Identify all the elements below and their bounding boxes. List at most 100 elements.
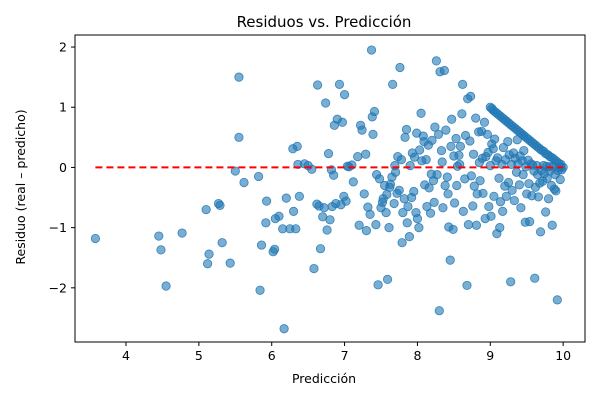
data-point [270,244,280,254]
data-point [488,144,498,154]
data-point [409,186,419,197]
data-point [382,274,393,284]
data-point [225,258,235,268]
x-axis-label: Predicción [292,371,356,386]
y-tick-label: 2 [59,40,67,55]
x-tick-label: 9 [486,348,494,363]
data-point [239,177,249,188]
data-point [494,173,504,183]
data-point [161,281,171,291]
data-point [455,141,466,151]
data-point [465,136,475,146]
data-point [204,249,214,259]
data-point [90,233,101,244]
data-point [313,80,323,90]
data-point [525,217,535,227]
data-point [279,324,289,334]
data-point [389,198,399,209]
axis-ticks: 4 5 6 7 8 9 10 −2 −1 0 1 2 [49,40,572,363]
data-point [433,129,444,139]
data-point [234,132,244,142]
data-point [535,227,546,237]
data-point [552,295,562,305]
data-point [255,285,265,295]
data-point [443,189,453,199]
data-point [421,155,431,165]
data-point [471,113,481,123]
data-point [509,195,519,206]
data-point [495,223,505,233]
data-point [427,135,437,145]
data-point [381,207,391,218]
data-point [518,170,528,180]
data-point [533,192,543,202]
data-point [215,200,225,210]
data-point [466,91,476,102]
data-point [353,151,363,162]
data-point [394,185,404,195]
data-point [424,183,434,193]
data-point [503,136,513,147]
x-tick-label: 10 [555,348,571,363]
data-point [466,171,476,181]
data-point [325,215,335,225]
data-point [454,150,464,160]
data-point [359,189,369,199]
data-point [457,79,468,89]
data-point [403,201,413,212]
data-point [154,231,164,241]
data-point [447,114,457,124]
data-point [439,65,449,76]
x-tick-label: 7 [341,348,349,363]
data-point [448,224,458,235]
chart-title: Residuos vs. Predicción [237,13,412,31]
data-point [373,280,383,290]
data-point [321,98,331,108]
data-point [322,225,332,235]
data-point [478,188,488,198]
data-point [309,263,319,274]
data-point [501,191,511,201]
data-point [414,223,424,233]
data-point [396,155,406,165]
data-point [412,213,423,224]
data-point [203,259,213,269]
data-point [400,132,410,142]
plot-area-frame [74,34,586,343]
data-point [498,206,508,216]
data-point [374,174,385,184]
data-point [458,206,468,216]
data-point [404,232,415,242]
data-point [482,129,492,139]
data-point [315,244,326,254]
data-point [486,211,496,221]
data-point [339,89,350,100]
data-point [490,134,500,144]
data-point [555,174,565,185]
data-point [437,157,447,167]
x-tick-label: 5 [195,348,203,363]
data-point [262,196,272,206]
data-point [201,204,211,215]
data-point [462,280,472,291]
data-point [440,180,450,191]
data-point [348,177,358,187]
data-point [294,191,304,201]
data-point [361,149,371,159]
data-point [288,206,299,216]
data-point [354,220,364,230]
data-point [469,181,479,191]
data-point [495,197,506,207]
data-point [402,218,412,228]
data-point [516,203,526,213]
data-point [543,194,554,204]
data-point [368,129,378,139]
data-point [457,109,467,119]
data-point [429,197,439,207]
data-point [291,224,301,234]
data-point [337,117,347,127]
data-point [463,220,474,230]
data-point [156,245,166,255]
data-point [541,207,551,217]
